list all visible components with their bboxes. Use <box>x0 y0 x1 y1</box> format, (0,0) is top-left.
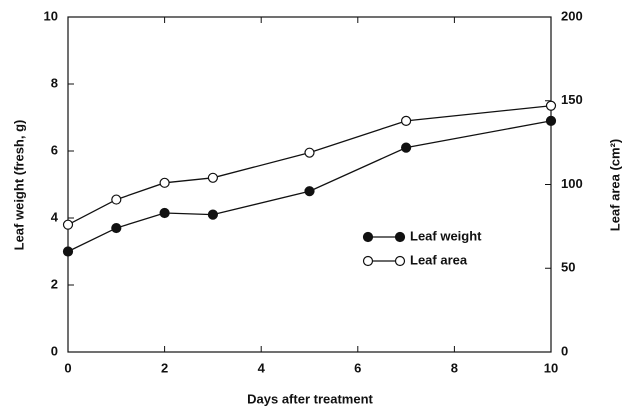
data-point <box>62 219 74 230</box>
data-point <box>401 115 412 126</box>
y-tick-label: 10 <box>44 8 58 23</box>
y2-tick-label: 200 <box>561 8 583 23</box>
y-tick-label: 2 <box>51 276 58 291</box>
data-point <box>207 209 218 220</box>
y2-tick-label: 150 <box>561 92 583 107</box>
x-tick-label: 2 <box>161 360 168 375</box>
data-point <box>304 147 315 158</box>
legend-label: Leaf weight <box>410 228 482 243</box>
data-point <box>401 142 412 153</box>
x-tick-label: 4 <box>258 360 266 375</box>
y-axis-label: Leaf weight (fresh, g) <box>11 120 26 251</box>
y-tick-label: 6 <box>51 142 58 157</box>
y2-tick-label: 50 <box>561 260 575 275</box>
data-point <box>111 222 122 234</box>
data-point <box>545 115 557 126</box>
x-axis-label: Days after treatment <box>247 391 373 406</box>
legend-marker <box>394 231 406 243</box>
data-point <box>304 186 315 197</box>
y2-axis-label: Leaf area (cm²) <box>607 139 622 231</box>
series-line <box>67 105 552 226</box>
x-tick-label: 6 <box>354 360 361 375</box>
y-tick-label: 4 <box>51 209 59 224</box>
legend-marker <box>362 255 374 267</box>
y-tick-label: 8 <box>51 75 58 90</box>
y-tick-label: 0 <box>51 343 58 358</box>
data-point <box>207 172 218 183</box>
x-tick-label: 8 <box>451 360 458 375</box>
plot-frame <box>67 16 552 353</box>
legend-marker <box>394 255 406 267</box>
y2-tick-label: 100 <box>561 176 583 191</box>
x-tick-label: 10 <box>544 360 558 375</box>
data-point <box>111 194 122 205</box>
data-point <box>62 246 74 257</box>
x-tick-label: 0 <box>64 360 71 375</box>
data-point <box>159 177 170 188</box>
y2-tick-label: 0 <box>561 343 568 358</box>
legend-label: Leaf area <box>410 252 468 267</box>
legend-marker <box>362 231 374 243</box>
data-point <box>545 100 557 111</box>
data-point <box>159 207 170 219</box>
